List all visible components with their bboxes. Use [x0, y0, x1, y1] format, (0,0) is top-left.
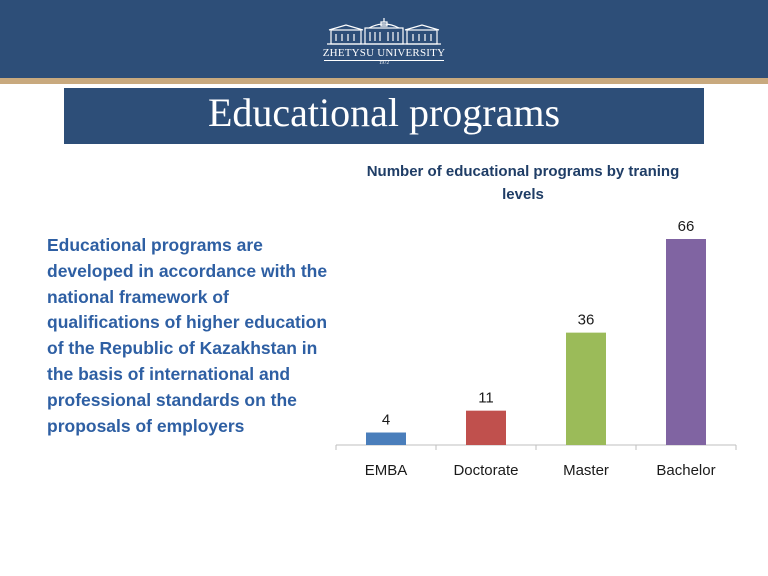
data-label-doctorate: 11: [478, 390, 494, 407]
bar-bachelor: [666, 239, 706, 445]
university-logo: ZHETYSU UNIVERSITY 1972: [318, 16, 450, 74]
page-title: Educational programs: [207, 90, 561, 135]
header-band: [0, 0, 768, 78]
description-text: Educational programs are developed in ac…: [47, 235, 328, 436]
university-building-icon: [327, 18, 441, 45]
bar-master: [566, 332, 606, 445]
tick-label-doctorate: Doctorate: [453, 462, 518, 479]
tick-label-master: Master: [563, 462, 609, 479]
logo-name: ZHETYSU UNIVERSITY: [322, 47, 446, 59]
bar-emba: [366, 432, 406, 445]
title-box: Educational programs: [64, 88, 704, 144]
header-stripe: [0, 78, 768, 84]
tick-label-bachelor: Bachelor: [656, 462, 715, 479]
chart-title: Number of educational programs by tranin…: [366, 163, 680, 203]
data-label-bachelor: 66: [678, 218, 695, 235]
bar-doctorate: [466, 410, 506, 445]
data-label-emba: 4: [382, 412, 390, 429]
data-label-master: 36: [578, 312, 595, 329]
logo-year: 1972: [324, 60, 444, 67]
tick-label-emba: EMBA: [365, 462, 408, 479]
